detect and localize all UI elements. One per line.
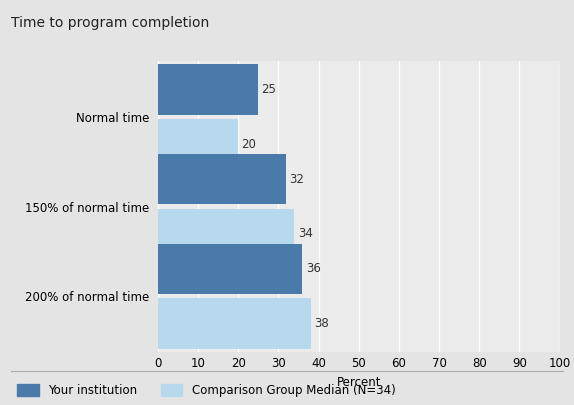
Text: 38: 38 bbox=[314, 317, 328, 330]
X-axis label: Percent: Percent bbox=[336, 376, 381, 389]
Text: 32: 32 bbox=[290, 173, 305, 186]
Bar bbox=[158, 64, 258, 115]
Bar bbox=[158, 298, 311, 349]
Text: 25: 25 bbox=[262, 83, 277, 96]
Bar bbox=[158, 154, 286, 205]
Text: 36: 36 bbox=[306, 262, 321, 275]
Bar bbox=[158, 209, 294, 259]
Text: 20: 20 bbox=[242, 138, 257, 151]
Legend: Your institution, Comparison Group Median (N=34): Your institution, Comparison Group Media… bbox=[17, 384, 395, 397]
Bar bbox=[158, 244, 302, 294]
Text: Time to program completion: Time to program completion bbox=[11, 16, 210, 30]
Text: 34: 34 bbox=[298, 227, 313, 241]
Bar bbox=[158, 119, 238, 169]
